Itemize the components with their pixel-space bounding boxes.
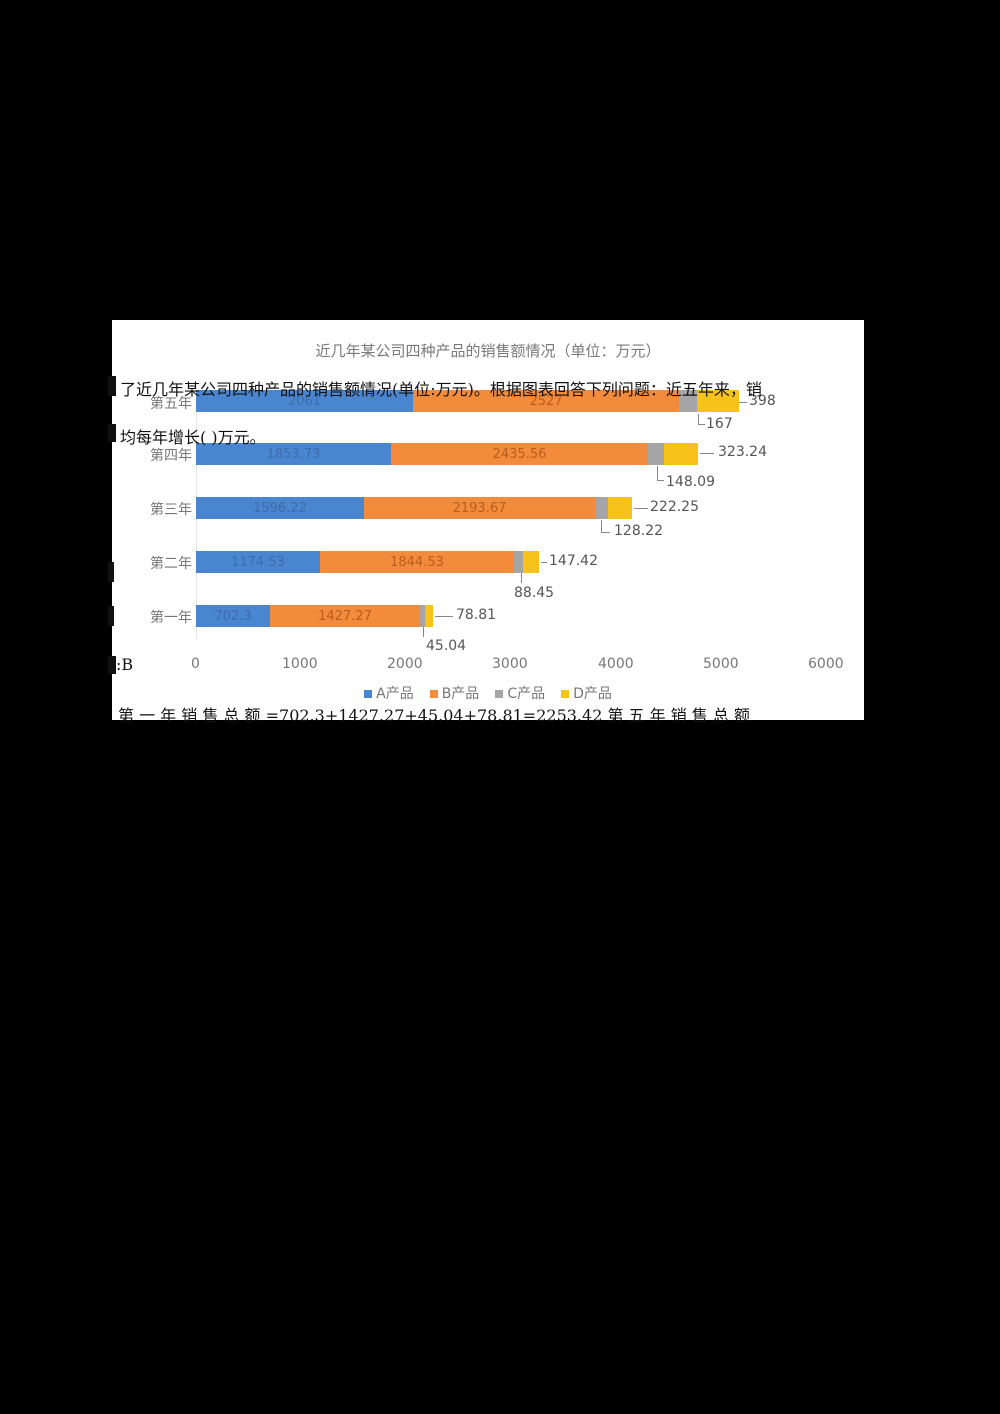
bar-segment-a: 1596.22: [196, 497, 364, 519]
legend-swatch-icon: [429, 690, 438, 698]
bar-segment-a: 702.3: [196, 605, 270, 627]
data-label-d: 78.81: [456, 607, 497, 623]
cropped-glyph: [108, 656, 116, 674]
leader-line: [423, 627, 432, 637]
bar-segment-b: 2193.67: [364, 497, 595, 519]
leader-line: [698, 414, 705, 425]
bar-segment-c: [648, 443, 664, 465]
bar-segment-a: 2061: [196, 390, 413, 412]
x-tick: 6000: [808, 656, 844, 672]
x-tick: 1000: [282, 656, 318, 672]
data-label-c: 45.04: [426, 638, 467, 654]
y-label: 第三年: [150, 502, 192, 518]
leader-line: [657, 466, 664, 481]
bar-segment-d: [425, 605, 433, 627]
cropped-glyph: [108, 376, 116, 396]
x-tick: 4000: [598, 656, 634, 672]
solution-line: 第 一 年 销 售 总 额 =702.3+1427.27+45.04+78.81…: [118, 706, 750, 725]
data-label-d: 222.25: [650, 499, 699, 515]
legend-swatch-icon: [495, 690, 504, 698]
chart-legend: A产品 B产品 C产品 D产品: [112, 683, 864, 703]
x-tick: 3000: [492, 656, 528, 672]
legend-item-c: C产品: [495, 683, 545, 703]
chart-panel: 近几年某公司四种产品的销售额情况（单位：万元） 第五年 第四年 第三年 第二年 …: [112, 320, 864, 720]
leader-line: [700, 453, 714, 454]
leader-line: [601, 520, 610, 533]
leader-line: [541, 562, 547, 563]
legend-swatch-icon: [561, 690, 570, 698]
question-line-2: 均每年增长( )万元。: [120, 428, 266, 447]
answer-text: :B: [116, 655, 134, 674]
data-label-c: 88.45: [514, 585, 555, 601]
data-label-c: 167: [706, 416, 733, 432]
bar-segment-a: 1174.53: [196, 551, 320, 573]
leader-line: [521, 573, 536, 583]
bar-segment-c: [514, 551, 523, 573]
legend-item-b: B产品: [429, 683, 479, 703]
bar-segment-d: [523, 551, 539, 573]
data-label-c: 148.09: [666, 474, 715, 490]
cropped-glyph: [108, 606, 114, 626]
data-label-c: 128.22: [614, 523, 663, 539]
data-label-d: 398: [749, 393, 776, 409]
cropped-glyph: [108, 424, 116, 442]
legend-swatch-icon: [364, 690, 373, 698]
leader-line: [634, 508, 648, 509]
bar-segment-c: [595, 497, 608, 519]
y-label: 第五年: [150, 396, 192, 412]
bar-segment-b: 1844.53: [320, 551, 514, 573]
bar-segment-d: [697, 390, 739, 412]
legend-item-d: D产品: [561, 683, 612, 703]
cropped-glyph: [108, 562, 114, 582]
leader-line: [739, 402, 747, 403]
data-label-d: 147.42: [549, 553, 598, 569]
bar-segment-b: 1427.27: [270, 605, 420, 627]
bar-segment-d: [608, 497, 632, 519]
bar-segment-a: 1853.73: [196, 443, 391, 465]
question-line-1: 了近几年某公司四种产品的销售额情况(单位:万元)。根据图表回答下列问题：近五年来…: [120, 380, 762, 399]
y-label: 第四年: [150, 448, 192, 464]
x-tick: 0: [191, 656, 200, 672]
bar-segment-b: 2527: [413, 390, 679, 412]
bar-segment-c: [420, 605, 425, 627]
legend-item-a: A产品: [364, 683, 414, 703]
bar-segment-b: 2435.56: [391, 443, 648, 465]
chart-title: 近几年某公司四种产品的销售额情况（单位：万元）: [315, 342, 661, 360]
leader-line: [435, 616, 453, 617]
y-label: 第一年: [150, 610, 192, 626]
bar-segment-c: [679, 390, 697, 412]
x-tick: 2000: [387, 656, 423, 672]
data-label-d: 323.24: [718, 444, 767, 460]
bar-segment-d: [664, 443, 698, 465]
y-label: 第二年: [150, 556, 192, 572]
x-tick: 5000: [703, 656, 739, 672]
